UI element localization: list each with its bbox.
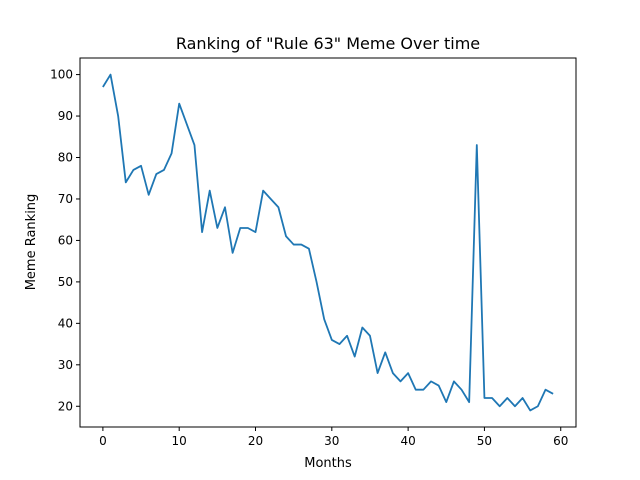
chart-title: Ranking of "Rule 63" Meme Over time — [176, 34, 480, 53]
x-tick-label: 60 — [553, 434, 568, 448]
y-tick-label: 100 — [50, 68, 73, 82]
plot-area — [102, 73, 554, 412]
x-tick-label: 30 — [324, 434, 339, 448]
y-tick-label: 90 — [58, 109, 73, 123]
series-line-0 — [102, 73, 554, 412]
x-tick-label: 40 — [400, 434, 415, 448]
y-tick-label: 20 — [58, 399, 73, 413]
x-axis: 0 10 20 30 40 50 60 — [99, 427, 568, 448]
x-tick-label: 0 — [99, 434, 107, 448]
y-axis: 20 30 40 50 60 70 80 90 100 — [50, 68, 80, 413]
x-tick-label: 50 — [477, 434, 492, 448]
x-tick-label: 10 — [172, 434, 187, 448]
y-tick-label: 30 — [58, 358, 73, 372]
y-axis-label: Meme Ranking — [24, 194, 39, 291]
x-tick-label: 20 — [248, 434, 263, 448]
plot-frame — [79, 57, 577, 428]
x-axis-label: Months — [304, 456, 352, 471]
y-tick-label: 70 — [58, 192, 73, 206]
y-tick-label: 60 — [58, 233, 73, 247]
y-tick-label: 40 — [58, 316, 73, 330]
y-tick-label: 50 — [58, 275, 73, 289]
y-tick-label: 80 — [58, 151, 73, 165]
